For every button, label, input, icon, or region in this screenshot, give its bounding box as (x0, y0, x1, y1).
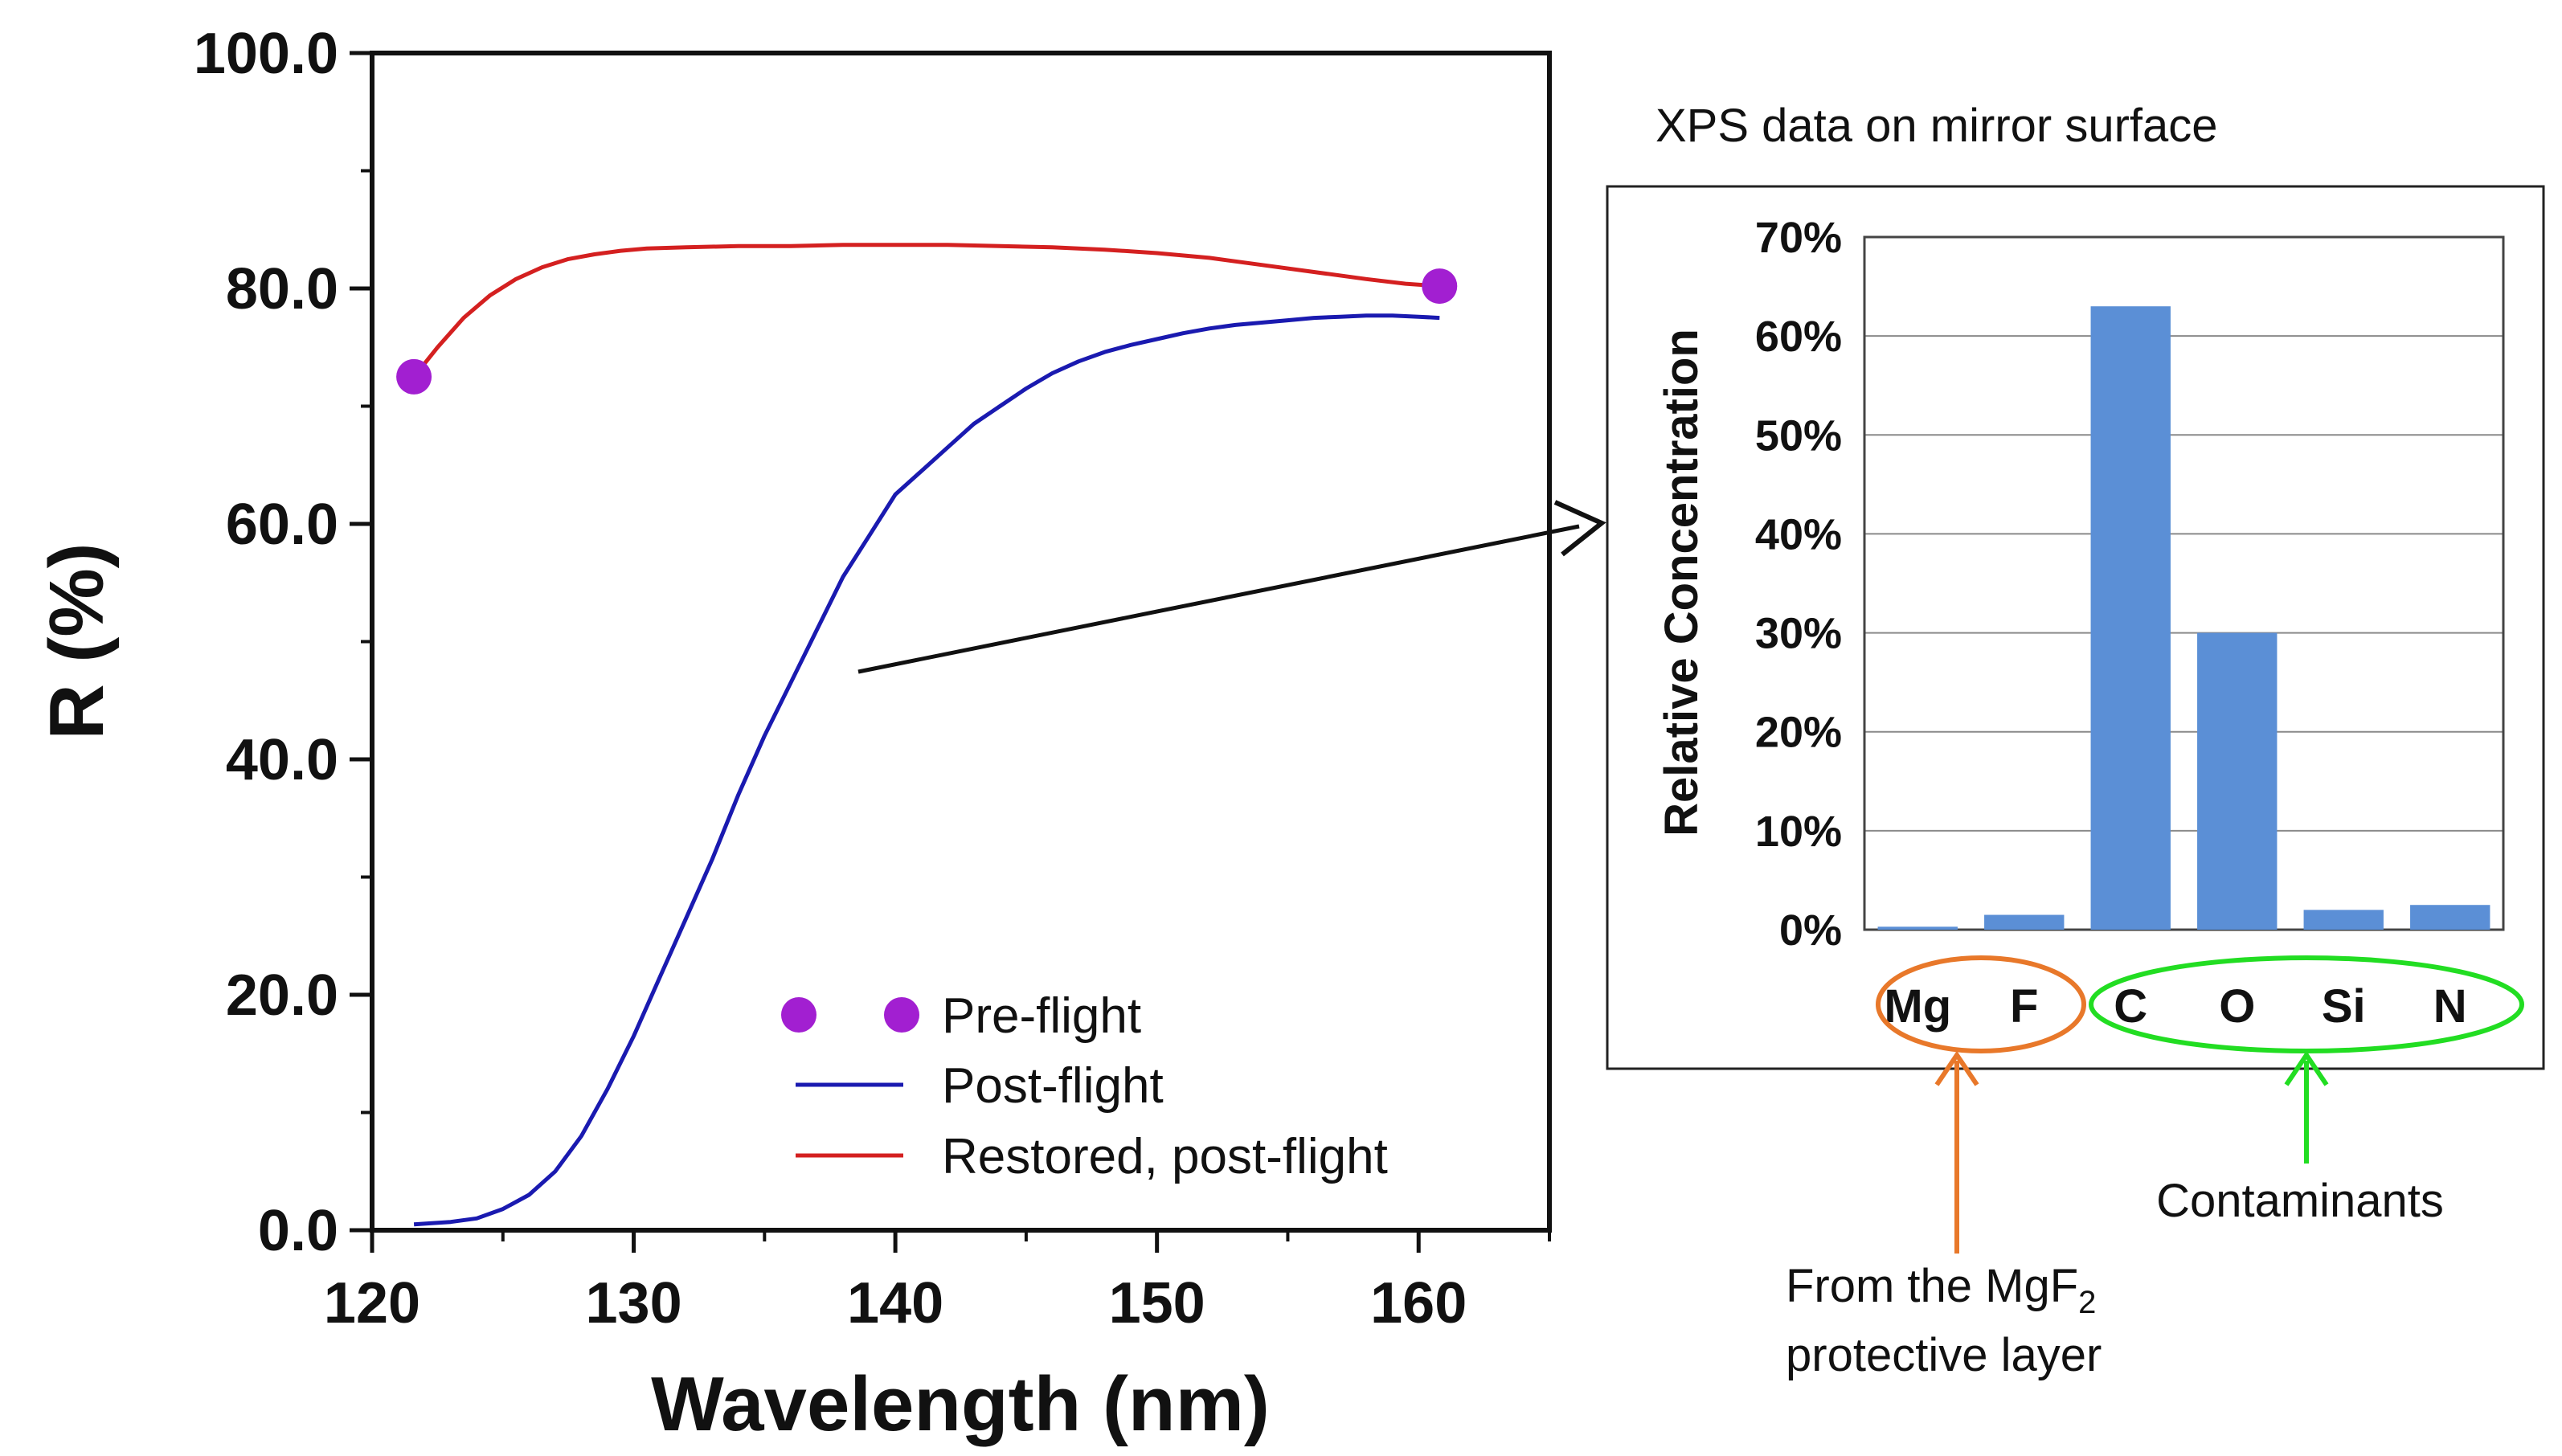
inset-y-tick-label: 30% (1755, 610, 1842, 658)
contaminants-label: Contaminants (2156, 1175, 2444, 1227)
restored-line (412, 243, 1440, 378)
subscript-2: 2 (2078, 1285, 2096, 1320)
category-label: Si (2322, 980, 2366, 1033)
inset-y-tick-label: 0% (1779, 906, 1842, 955)
inset-bars (1877, 306, 2490, 930)
inset-y-tick-label: 20% (1755, 709, 1842, 757)
bar-o (2197, 632, 2278, 930)
inset-plot-border (1863, 235, 2505, 931)
mgf-source-line1: From the MgF2 (1786, 1260, 2096, 1320)
mgf-source-annotation: From the MgF2 protective layer (1786, 1050, 2102, 1381)
mgf-group-ellipse (1876, 955, 2086, 1053)
bar-c (2090, 306, 2171, 930)
x-tick-label: 130 (585, 1271, 681, 1335)
bar-f (1984, 914, 2065, 930)
inset-frame (1606, 185, 2545, 1070)
preflight-point (1422, 268, 1458, 305)
y-tick-label: 0.0 (258, 1199, 338, 1263)
category-label: Mg (1884, 980, 1951, 1033)
category-label: O (2219, 980, 2255, 1033)
category-label: F (2010, 980, 2038, 1033)
y-tick-label: 40.0 (226, 728, 338, 792)
legend-label-preflight: Pre-flight (942, 988, 1141, 1044)
y-tick-label: 60.0 (226, 493, 338, 557)
x-tick-label: 140 (847, 1271, 943, 1335)
y-axis-title: R (%) (34, 542, 120, 739)
inset-y-tick-label: 10% (1755, 808, 1842, 856)
legend: Pre-flight Post-flight Restored, post-fl… (781, 988, 1388, 1184)
inset-y-ticks: 0% 10% 20% 30% 40% 50% 60% 70% (1755, 214, 1842, 955)
x-tick-label: 120 (324, 1271, 420, 1335)
mgf-source-line2: protective layer (1786, 1329, 2102, 1381)
y-tick-label: 20.0 (226, 963, 338, 1028)
reflectance-chart: 0.0 20.0 40.0 60.0 80.0 100.0 120 130 140 150 160… (34, 22, 1606, 1447)
inset-y-tick-label: 50% (1755, 411, 1842, 460)
bar-mg (1877, 926, 1958, 930)
x-axis-ticks: 120 130 140 150 160 (324, 1230, 1551, 1335)
xps-inset: XPS data on mirror surface 0% 10% 20% 30% 40… (1606, 100, 2545, 1070)
legend-marker-preflight-b (884, 997, 919, 1033)
legend-marker-preflight-a (781, 997, 816, 1033)
y-tick-label: 100.0 (194, 22, 338, 86)
x-tick-label: 160 (1370, 1271, 1467, 1335)
legend-label-restored: Restored, post-flight (942, 1129, 1388, 1184)
pointer-arrow (857, 500, 1606, 674)
plot-frame (370, 51, 1552, 1233)
y-tick-label: 80.0 (226, 257, 338, 321)
inset-y-axis-title: Relative Concentration (1655, 329, 1708, 836)
postflight-line (413, 313, 1440, 1227)
bar-si (2303, 910, 2384, 930)
inset-title: XPS data on mirror surface (1655, 100, 2218, 152)
inset-y-tick-label: 70% (1755, 214, 1842, 262)
inset-category-labels: Mg F C O Si N (1884, 980, 2466, 1033)
category-label: C (2114, 980, 2147, 1033)
x-axis-title: Wavelength (nm) (651, 1361, 1270, 1447)
y-axis-ticks: 0.0 20.0 40.0 60.0 80.0 100.0 (194, 22, 372, 1263)
series-layer (396, 243, 1458, 1227)
inset-y-tick-label: 40% (1755, 510, 1842, 558)
legend-label-postflight: Post-flight (942, 1058, 1164, 1114)
x-tick-label: 150 (1109, 1271, 1205, 1335)
inset-y-tick-label: 60% (1755, 313, 1842, 361)
contaminants-annotation: Contaminants (2156, 1050, 2444, 1227)
bar-n (2410, 905, 2490, 930)
preflight-point (396, 358, 432, 395)
category-label: N (2433, 980, 2467, 1033)
